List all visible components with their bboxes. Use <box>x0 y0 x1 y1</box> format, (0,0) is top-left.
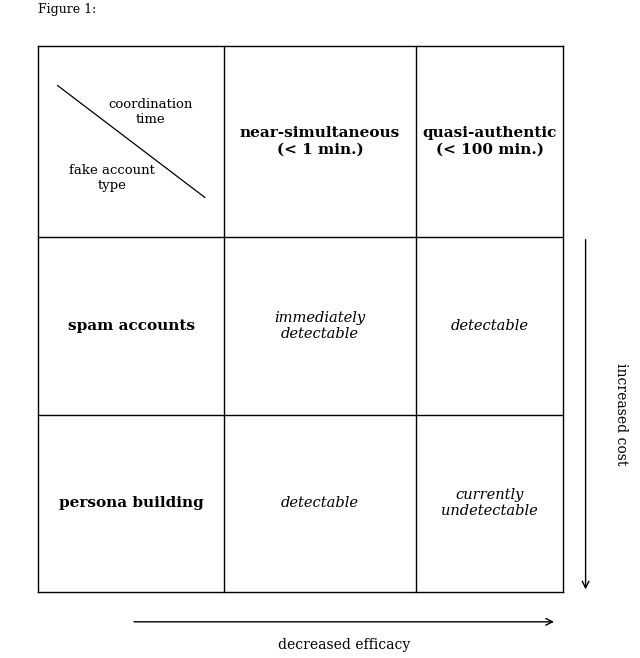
Text: currently
undetectable: currently undetectable <box>441 488 538 519</box>
Text: decreased efficacy: decreased efficacy <box>278 638 410 652</box>
Text: fake account
type: fake account type <box>69 164 155 191</box>
Text: persona building: persona building <box>59 496 204 511</box>
Text: Figure 1:: Figure 1: <box>38 3 97 16</box>
Text: spam accounts: spam accounts <box>68 318 195 333</box>
Text: detectable: detectable <box>451 318 529 333</box>
Text: detectable: detectable <box>281 496 359 511</box>
Text: immediately
detectable: immediately detectable <box>275 311 365 341</box>
Text: quasi-authentic
(< 100 min.): quasi-authentic (< 100 min.) <box>422 126 557 157</box>
Text: near-simultaneous
(< 1 min.): near-simultaneous (< 1 min.) <box>240 126 400 157</box>
Text: coordination
time: coordination time <box>108 98 193 126</box>
Text: increased cost: increased cost <box>614 363 628 466</box>
